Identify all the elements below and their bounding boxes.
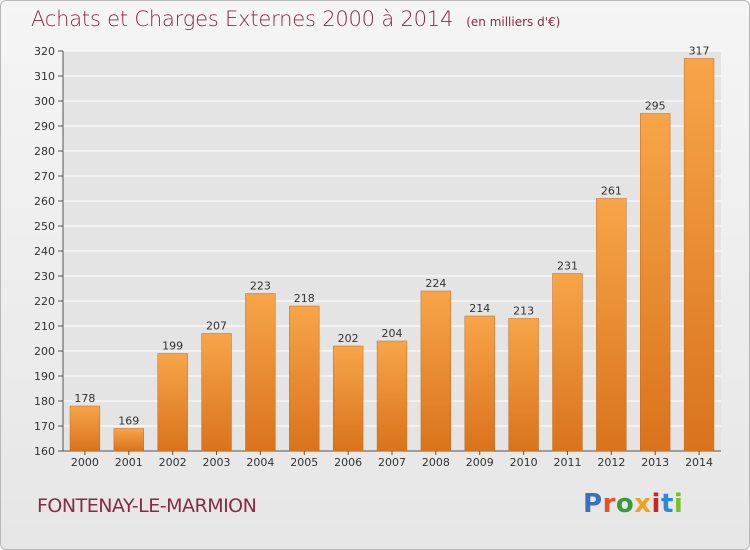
- bar-2012: [596, 198, 627, 452]
- value-label-2001: 169: [118, 415, 139, 428]
- logo-letter: i: [651, 489, 661, 519]
- value-label-2008: 224: [425, 277, 446, 290]
- bar-2000: [69, 405, 101, 452]
- x-tick-label-2010: 2010: [510, 456, 538, 469]
- value-label-2010: 213: [513, 305, 534, 318]
- bar-2013: [640, 113, 671, 452]
- y-tick-label: 190: [34, 370, 55, 383]
- x-tick-label-2000: 2000: [71, 456, 99, 469]
- y-tick-label: 160: [34, 445, 55, 458]
- bar-2007: [376, 340, 408, 452]
- y-tick-label: 320: [34, 45, 55, 58]
- x-tick-label-2001: 2001: [115, 456, 143, 469]
- x-tick-label-2011: 2011: [553, 456, 581, 469]
- x-tick-label-2005: 2005: [290, 456, 318, 469]
- y-tick-label: 240: [34, 245, 55, 258]
- bar-2010: [508, 318, 539, 452]
- logo-letter: t: [660, 489, 674, 519]
- value-label-2003: 207: [206, 320, 227, 333]
- x-tick-label-2004: 2004: [246, 456, 274, 469]
- bar-2002: [157, 353, 188, 452]
- y-tick-label: 180: [34, 395, 55, 408]
- x-tick-label-2008: 2008: [422, 456, 450, 469]
- x-tick-label-2013: 2013: [641, 456, 669, 469]
- bar-2009: [464, 315, 495, 452]
- chart-subtitle: (en milliers d'€): [466, 15, 561, 29]
- bar-2006: [332, 345, 364, 452]
- y-tick-label: 300: [34, 95, 55, 108]
- y-tick-label: 210: [34, 320, 55, 333]
- logo-letter: r: [602, 489, 616, 519]
- bar-2004: [245, 293, 276, 452]
- y-tick-label: 250: [34, 220, 55, 233]
- value-label-2002: 199: [162, 340, 183, 353]
- place-name: FONTENAY-LE-MARMION: [37, 495, 257, 517]
- value-label-2000: 178: [74, 392, 95, 405]
- y-tick-label: 280: [34, 145, 55, 158]
- y-tick-label: 290: [34, 120, 55, 133]
- value-label-2007: 204: [382, 327, 403, 340]
- proxiti-logo: Proxiti: [583, 489, 683, 519]
- value-label-2012: 261: [601, 185, 622, 198]
- chart-header: Achats et Charges Externes 2000 à 2014 (…: [31, 7, 560, 31]
- bar-2005: [289, 305, 320, 452]
- x-tick-label-2014: 2014: [685, 456, 713, 469]
- value-label-2005: 218: [294, 292, 315, 305]
- x-tick-label-2002: 2002: [159, 456, 187, 469]
- value-label-2006: 202: [338, 332, 359, 345]
- value-label-2004: 223: [250, 280, 271, 293]
- value-label-2014: 317: [689, 45, 710, 58]
- x-tick-label-2003: 2003: [203, 456, 231, 469]
- bar-2011: [552, 273, 583, 452]
- y-tick-label: 200: [34, 345, 55, 358]
- y-tick-label: 170: [34, 420, 55, 433]
- bar-2014: [683, 58, 715, 452]
- bar-2003: [201, 333, 232, 452]
- y-tick-label: 230: [34, 270, 55, 283]
- x-tick-label-2012: 2012: [597, 456, 625, 469]
- y-tick-label: 260: [34, 195, 55, 208]
- logo-letter: i: [673, 489, 684, 519]
- logo-letter: o: [615, 489, 635, 519]
- logo-letter: x: [634, 489, 652, 519]
- value-label-2011: 231: [557, 260, 578, 273]
- value-label-2013: 295: [645, 100, 666, 113]
- bar-2001: [113, 428, 144, 452]
- y-tick-label: 270: [34, 170, 55, 183]
- chart-title: Achats et Charges Externes 2000 à 2014: [31, 7, 454, 31]
- x-tick-label-2006: 2006: [334, 456, 362, 469]
- logo-letter: P: [583, 489, 603, 519]
- value-label-2009: 214: [469, 302, 490, 315]
- x-tick-label-2007: 2007: [378, 456, 406, 469]
- y-tick-label: 220: [34, 295, 55, 308]
- bar-2008: [420, 290, 452, 452]
- x-tick-label-2009: 2009: [466, 456, 494, 469]
- y-tick-label: 310: [34, 70, 55, 83]
